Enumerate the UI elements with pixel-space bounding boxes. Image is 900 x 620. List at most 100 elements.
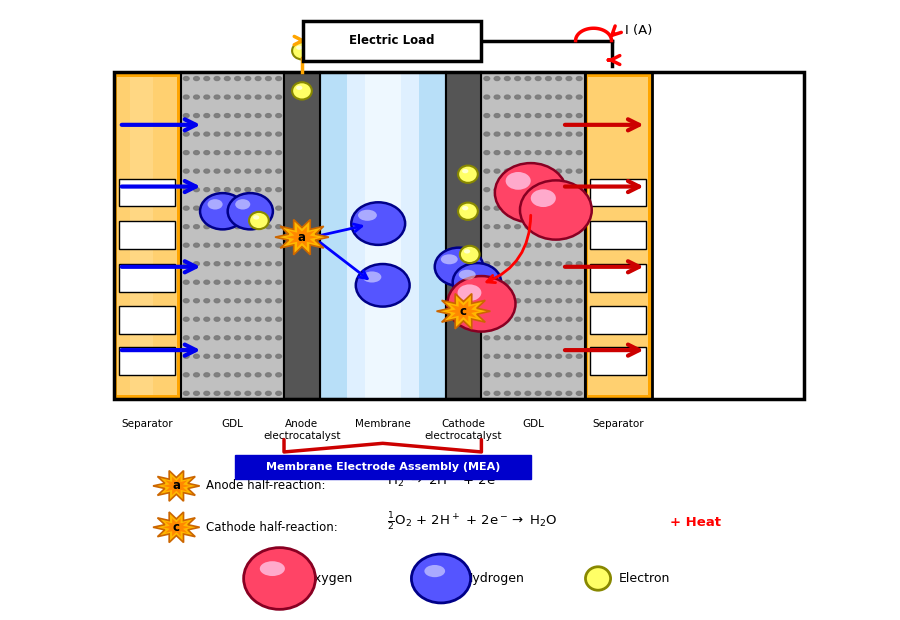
Circle shape <box>256 132 261 136</box>
Circle shape <box>224 95 230 99</box>
Circle shape <box>245 317 251 321</box>
Circle shape <box>266 76 271 81</box>
Circle shape <box>556 280 562 284</box>
Circle shape <box>235 262 240 266</box>
Circle shape <box>515 317 520 321</box>
Ellipse shape <box>351 202 405 245</box>
Ellipse shape <box>462 206 468 210</box>
Circle shape <box>545 354 552 358</box>
Circle shape <box>536 391 541 396</box>
Circle shape <box>576 132 582 136</box>
Circle shape <box>545 243 552 247</box>
Circle shape <box>214 151 220 154</box>
Circle shape <box>194 262 200 266</box>
Circle shape <box>245 151 251 154</box>
Ellipse shape <box>296 45 302 50</box>
Circle shape <box>515 206 520 210</box>
Circle shape <box>556 95 562 99</box>
Circle shape <box>566 113 572 118</box>
Circle shape <box>266 113 271 118</box>
Circle shape <box>556 169 562 173</box>
Circle shape <box>525 336 531 340</box>
Polygon shape <box>275 219 328 255</box>
Circle shape <box>184 317 189 321</box>
Bar <box>590 179 646 206</box>
Circle shape <box>275 354 282 358</box>
Circle shape <box>505 151 510 154</box>
Circle shape <box>194 299 200 303</box>
Circle shape <box>556 243 562 247</box>
Circle shape <box>256 224 261 229</box>
Circle shape <box>275 188 282 192</box>
Circle shape <box>245 224 251 229</box>
Circle shape <box>235 151 240 154</box>
Circle shape <box>204 151 210 154</box>
Circle shape <box>194 373 200 377</box>
Circle shape <box>235 113 240 118</box>
Text: Anode
electrocatalyst: Anode electrocatalyst <box>263 419 341 441</box>
Circle shape <box>566 151 572 154</box>
Circle shape <box>275 280 282 284</box>
Circle shape <box>484 391 490 396</box>
Bar <box>119 221 176 249</box>
Circle shape <box>256 280 261 284</box>
Circle shape <box>235 336 240 340</box>
Circle shape <box>566 280 572 284</box>
Circle shape <box>184 151 189 154</box>
Text: Hydrogen: Hydrogen <box>464 572 525 585</box>
Circle shape <box>556 151 562 154</box>
Circle shape <box>536 169 541 173</box>
Circle shape <box>275 95 282 99</box>
Text: H$_2$ $\rightarrow$ 2H$^+$ + 2e$^-$: H$_2$ $\rightarrow$ 2H$^+$ + 2e$^-$ <box>387 472 505 490</box>
Ellipse shape <box>411 554 471 603</box>
Text: Oxygen: Oxygen <box>304 572 353 585</box>
Circle shape <box>484 113 490 118</box>
Text: a: a <box>172 479 180 492</box>
Circle shape <box>194 206 200 210</box>
Circle shape <box>204 113 210 118</box>
Bar <box>113 73 805 399</box>
Circle shape <box>545 95 552 99</box>
Circle shape <box>536 299 541 303</box>
Bar <box>113 73 181 399</box>
Circle shape <box>576 169 582 173</box>
Circle shape <box>204 243 210 247</box>
Circle shape <box>256 299 261 303</box>
Circle shape <box>484 151 490 154</box>
Ellipse shape <box>253 215 259 219</box>
Text: c: c <box>173 521 180 534</box>
Circle shape <box>545 336 552 340</box>
Circle shape <box>566 188 572 192</box>
Circle shape <box>214 132 220 136</box>
Circle shape <box>494 151 500 154</box>
Circle shape <box>266 317 271 321</box>
Ellipse shape <box>506 172 531 190</box>
Circle shape <box>525 95 531 99</box>
Circle shape <box>256 391 261 396</box>
Circle shape <box>266 224 271 229</box>
Circle shape <box>484 206 490 210</box>
Ellipse shape <box>460 246 480 263</box>
Circle shape <box>224 76 230 81</box>
Circle shape <box>184 95 189 99</box>
Circle shape <box>505 373 510 377</box>
Circle shape <box>545 224 552 229</box>
Polygon shape <box>153 512 200 542</box>
Circle shape <box>536 262 541 266</box>
Circle shape <box>235 317 240 321</box>
Circle shape <box>184 224 189 229</box>
Circle shape <box>515 354 520 358</box>
Ellipse shape <box>453 263 501 301</box>
Circle shape <box>235 224 240 229</box>
Bar <box>117 78 177 394</box>
Circle shape <box>214 76 220 81</box>
Circle shape <box>214 188 220 192</box>
Circle shape <box>484 373 490 377</box>
Circle shape <box>525 262 531 266</box>
Circle shape <box>484 317 490 321</box>
Circle shape <box>214 317 220 321</box>
Circle shape <box>235 391 240 396</box>
Circle shape <box>515 169 520 173</box>
Circle shape <box>484 354 490 358</box>
Polygon shape <box>286 226 318 248</box>
